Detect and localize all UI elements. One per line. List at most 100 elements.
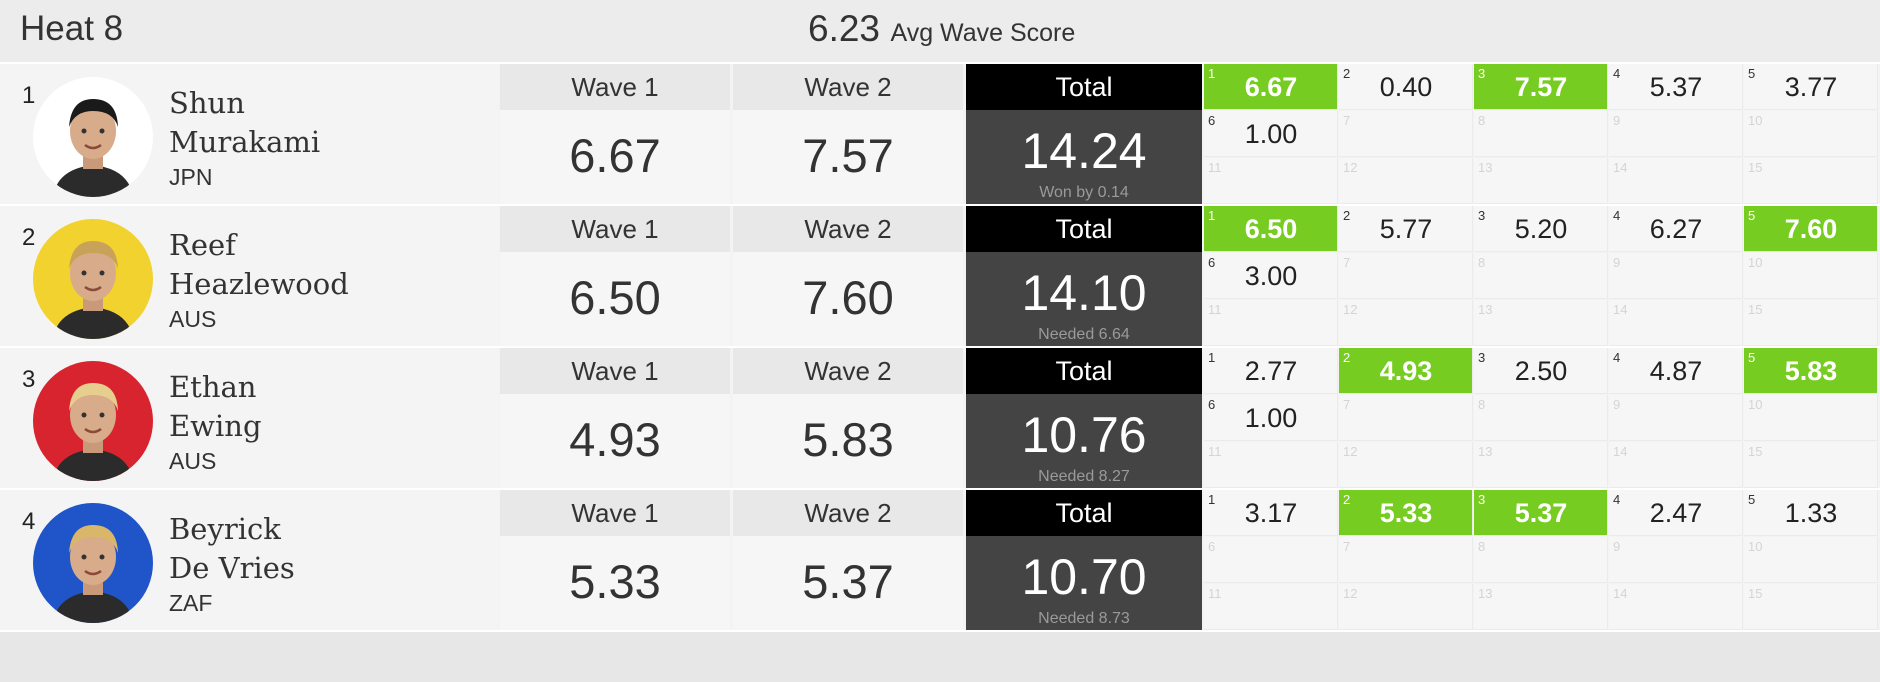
wave-number: 5	[1748, 492, 1756, 507]
wave-cell: 13	[1474, 442, 1608, 488]
heat-header: Heat 8 6.23 Avg Wave Score	[0, 0, 1880, 64]
wave-cell: 1 6.50	[1204, 206, 1338, 252]
wave-cell: 3 5.20	[1474, 206, 1608, 252]
wave-cell: 8	[1474, 537, 1608, 583]
wave-number: 10	[1748, 539, 1763, 554]
wave-score: 2.77	[1244, 356, 1298, 386]
wave-cell: 10	[1744, 395, 1878, 441]
wave-1-header: Wave 1	[500, 490, 730, 536]
wave-cell: 1 3.17	[1204, 490, 1338, 536]
total-score: 10.76	[1021, 407, 1147, 463]
athlete-row[interactable]: 2 Reef Heazlewood	[0, 206, 1880, 348]
athlete-rank: 4	[22, 508, 36, 535]
athlete-last-name: Murakami	[169, 125, 321, 159]
wave-number: 11	[1208, 160, 1222, 175]
wave-1-score: 6.50	[500, 252, 730, 346]
wave-number: 15	[1748, 302, 1763, 317]
wave-cell: 15	[1744, 442, 1878, 488]
wave-number: 11	[1208, 586, 1222, 601]
total-note: Needed 8.73	[1038, 610, 1130, 627]
wave-1-score: 6.67	[500, 110, 730, 204]
wave-number: 11	[1208, 302, 1222, 317]
wave-cell: 11	[1204, 442, 1338, 488]
wave-number: 1	[1208, 208, 1216, 223]
athlete-avatar	[33, 77, 153, 197]
best-wave-1: Wave 1 4.93	[500, 348, 730, 488]
athlete-avatar	[33, 219, 153, 339]
wave-number: 13	[1478, 160, 1493, 175]
athlete-info: 1 Shun Murakami	[0, 64, 498, 204]
athlete-name: Ethan Ewing	[169, 368, 262, 446]
wave-1-header: Wave 1	[500, 348, 730, 394]
best-wave-2: Wave 2 5.83	[733, 348, 963, 488]
athlete-first-name: Reef	[169, 228, 236, 262]
athlete-country: AUS	[169, 448, 217, 474]
athlete-last-name: De Vries	[169, 551, 295, 585]
wave-score: 0.40	[1379, 72, 1433, 102]
wave-number: 14	[1613, 302, 1628, 317]
athlete-rank: 1	[22, 82, 36, 109]
wave-cell: 7	[1339, 253, 1473, 299]
wave-number: 3	[1478, 66, 1486, 81]
athlete-avatar	[33, 361, 153, 481]
wave-number: 14	[1613, 586, 1628, 601]
wave-cell: 8	[1474, 395, 1608, 441]
wave-score: 3.17	[1244, 498, 1298, 528]
wave-number: 5	[1748, 350, 1756, 365]
wave-number: 10	[1748, 113, 1763, 128]
athlete-country: JPN	[169, 164, 213, 190]
wave-number: 9	[1613, 255, 1621, 270]
athlete-avatar	[33, 503, 153, 623]
wave-number: 4	[1613, 66, 1621, 81]
total-score-box: Total 14.24 Won by 0.14	[966, 64, 1202, 204]
wave-number: 14	[1613, 160, 1628, 175]
wave-number: 9	[1613, 539, 1621, 554]
wave-number: 1	[1208, 492, 1216, 507]
wave-number: 1	[1208, 350, 1216, 365]
athlete-first-name: Beyrick	[169, 512, 281, 546]
wave-number: 2	[1343, 208, 1351, 223]
wave-number: 6	[1208, 539, 1216, 554]
wave-number: 4	[1613, 492, 1621, 507]
wave-number: 11	[1208, 444, 1222, 459]
wave-cell: 12	[1339, 300, 1473, 346]
athlete-last-name: Ewing	[169, 409, 262, 443]
wave-cell: 3 2.50	[1474, 348, 1608, 394]
athlete-name: Beyrick De Vries	[169, 510, 295, 588]
athlete-country: ZAF	[169, 590, 213, 616]
wave-cell: 14	[1609, 442, 1743, 488]
wave-score: 3.77	[1784, 72, 1838, 102]
wave-2-score: 7.57	[733, 110, 963, 204]
total-score: 14.24	[1021, 123, 1147, 179]
athlete-row[interactable]: 4 Beyrick De Vries	[0, 490, 1880, 632]
best-wave-2: Wave 2 7.60	[733, 206, 963, 346]
wave-cell: 11	[1204, 158, 1338, 204]
wave-cell: 10	[1744, 111, 1878, 157]
wave-score: 5.20	[1514, 214, 1568, 244]
athlete-info: 4 Beyrick De Vries	[0, 490, 498, 630]
wave-number: 12	[1343, 586, 1358, 601]
athlete-row[interactable]: 1 Shun Murakami	[0, 64, 1880, 206]
wave-cell: 15	[1744, 158, 1878, 204]
wave-cell: 2 4.93	[1339, 348, 1473, 394]
wave-cell: 8	[1474, 111, 1608, 157]
wave-score: 5.83	[1784, 356, 1838, 386]
athlete-country: AUS	[169, 306, 217, 332]
wave-score-grid: 1 3.17 2 5.33 3 5.37 4 2.47 5 1.33 6 7 8 9 10 11 12 13 14 1…	[1204, 490, 1880, 630]
wave-score: 2.50	[1514, 356, 1568, 386]
athlete-row[interactable]: 3 Ethan Ewing	[0, 348, 1880, 490]
wave-cell: 6	[1204, 537, 1338, 583]
wave-2-header: Wave 2	[733, 490, 963, 536]
wave-cell: 5 7.60	[1744, 206, 1878, 252]
total-header: Total	[966, 64, 1202, 110]
wave-cell: 1 2.77	[1204, 348, 1338, 394]
wave-number: 15	[1748, 444, 1763, 459]
wave-cell: 14	[1609, 584, 1743, 630]
wave-score: 3.00	[1244, 261, 1298, 291]
best-wave-1: Wave 1 6.50	[500, 206, 730, 346]
wave-cell: 12	[1339, 442, 1473, 488]
wave-number: 6	[1208, 113, 1216, 128]
wave-number: 13	[1478, 586, 1493, 601]
total-score-box: Total 10.76 Needed 8.27	[966, 348, 1202, 488]
wave-score: 7.60	[1784, 214, 1838, 244]
